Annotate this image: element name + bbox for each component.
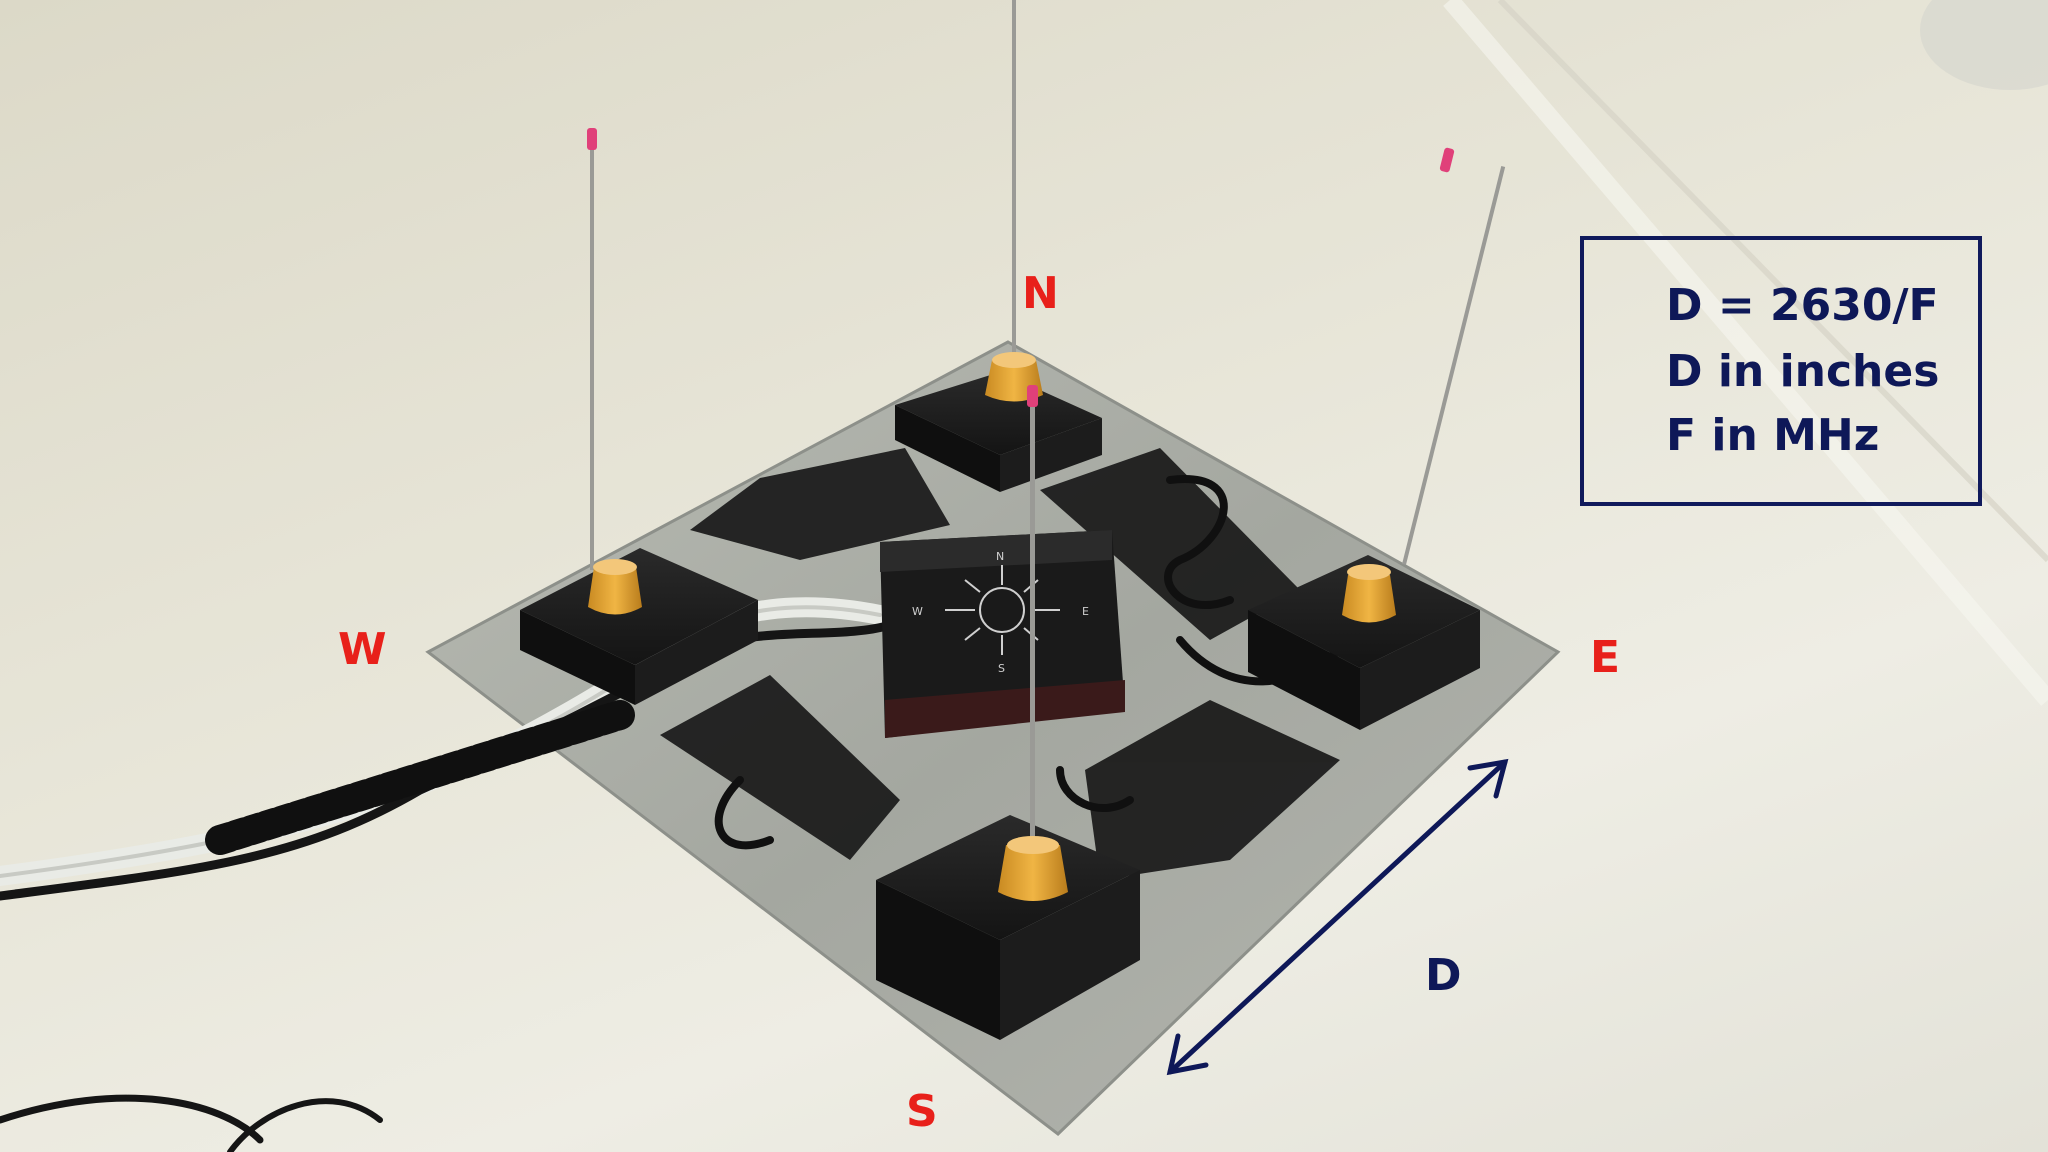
dimension-arrow xyxy=(1166,758,1509,1076)
compass-label-west: W xyxy=(338,624,387,675)
antenna-east xyxy=(1248,147,1506,730)
compass-label-east: E xyxy=(1590,632,1621,683)
formula-line: D = 2630/F xyxy=(1666,280,1939,331)
compass-label-north: N xyxy=(1022,268,1059,319)
antenna-west xyxy=(520,128,758,705)
table-surface xyxy=(1443,0,2048,706)
control-box: N W E S xyxy=(880,530,1125,738)
tape-strips xyxy=(660,448,1340,880)
formula-box: D = 2630/F D in inches F in MHz xyxy=(1580,236,1982,506)
compass-label-south: S xyxy=(906,1086,938,1137)
dimension-label: D xyxy=(1425,950,1462,1001)
control-box-e: E xyxy=(1082,605,1089,618)
formula-line: D in inches xyxy=(1666,346,1940,397)
cables xyxy=(0,475,1354,1152)
control-box-n: N xyxy=(996,550,1004,563)
antenna-north xyxy=(895,0,1102,492)
formula-line: F in MHz xyxy=(1666,410,1880,461)
antenna-south xyxy=(876,385,1140,1040)
control-box-s: S xyxy=(998,662,1005,675)
ground-plate xyxy=(425,340,1561,1136)
control-box-w: W xyxy=(912,605,923,618)
